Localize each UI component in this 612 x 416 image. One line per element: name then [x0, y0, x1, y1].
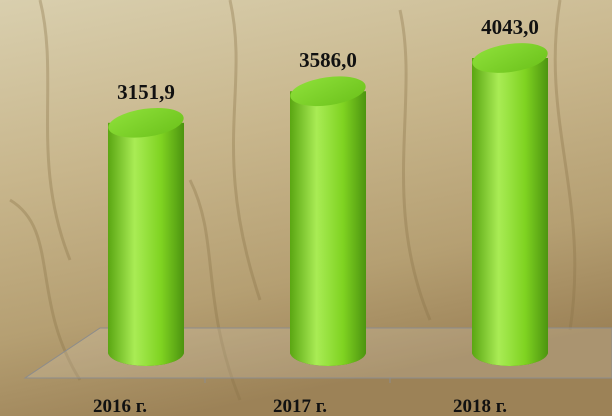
bar: [290, 91, 366, 353]
bar: [472, 58, 548, 352]
bar-bottom: [290, 338, 366, 366]
value-label: 3151,9: [117, 80, 175, 104]
bar-top: [290, 76, 366, 107]
bar-top: [472, 43, 548, 73]
x-tick-label: 2016 г.: [93, 396, 147, 416]
value-label: 3586,0: [299, 48, 357, 72]
x-tick-label: 2017 г.: [273, 396, 327, 416]
wheat-texture: [9, 0, 577, 401]
value-label: 4043,0: [481, 15, 539, 39]
x-tick-label: 2018 г.: [453, 396, 507, 416]
bar-bottom: [472, 338, 548, 366]
bar-top: [108, 107, 184, 138]
bar: [108, 122, 184, 352]
bar-bottom: [108, 338, 184, 366]
